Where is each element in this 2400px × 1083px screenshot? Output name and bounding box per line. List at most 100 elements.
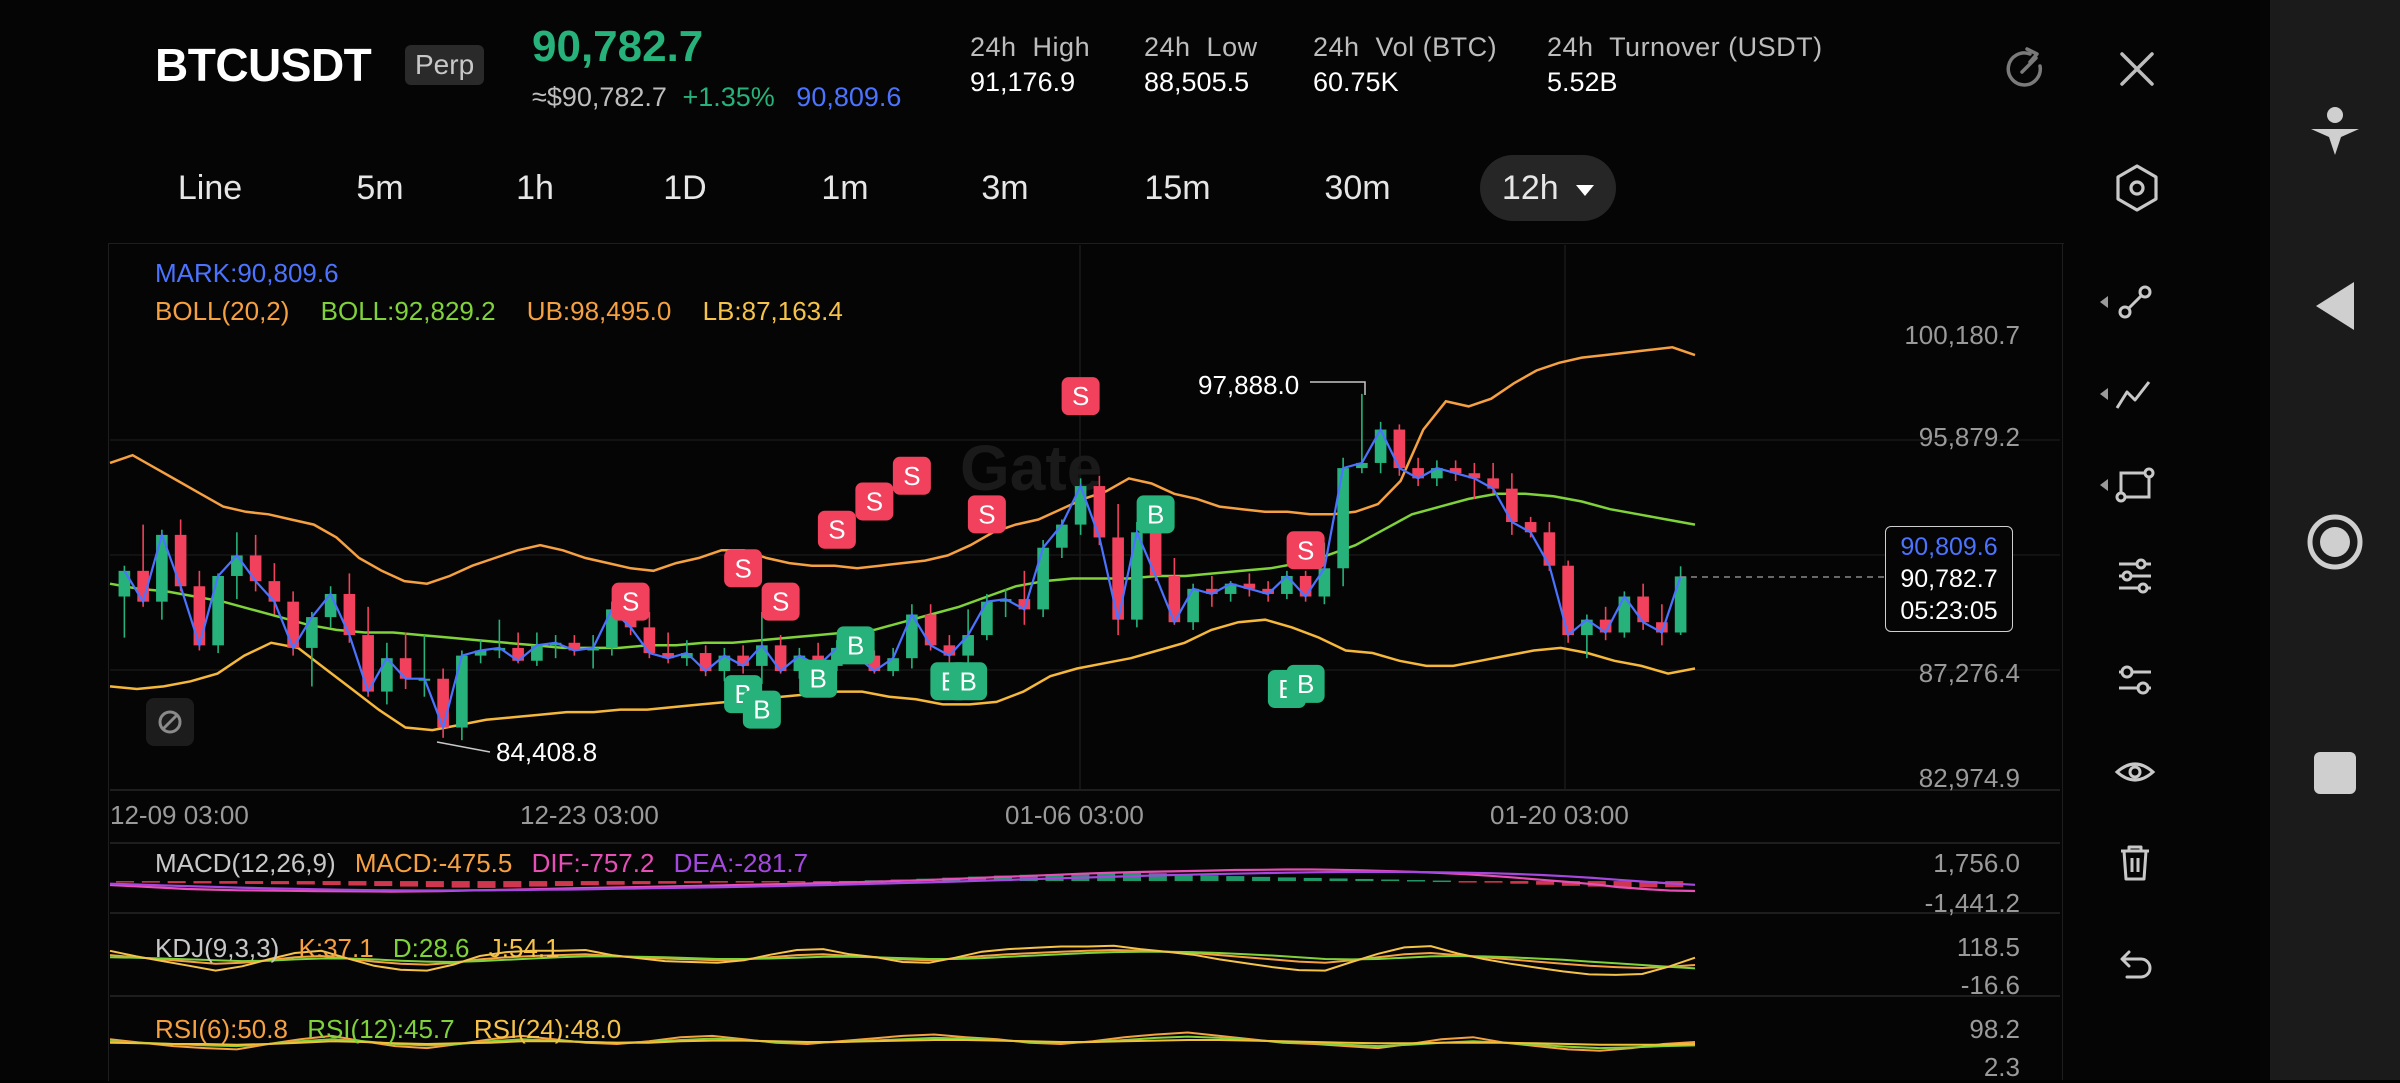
buy-signal-label: B	[809, 664, 826, 694]
candle-body	[1449, 468, 1462, 474]
macd-bar	[1381, 879, 1400, 882]
home-icon[interactable]	[2306, 513, 2364, 571]
candle-body	[306, 617, 318, 648]
sell-signal: S	[817, 510, 856, 549]
macd-value: MACD:-475.5	[354, 848, 513, 878]
stat-label: 24h Low	[1144, 32, 1258, 62]
sell-signal-bg	[724, 549, 763, 588]
delete-button[interactable]	[2080, 833, 2190, 893]
sell-signal-label: S	[622, 587, 639, 617]
settings-sliders-icon	[2119, 558, 2151, 594]
macd-bar	[709, 881, 728, 883]
sell-signal-label: S	[866, 486, 883, 516]
macd-bar	[1148, 873, 1167, 882]
buy-signal-bg	[949, 662, 988, 701]
timeframe-1h[interactable]: 1h	[516, 169, 554, 207]
timeframe-30m[interactable]: 30m	[1324, 169, 1391, 207]
macd-bar	[684, 881, 703, 884]
drawing-toggle-icon[interactable]	[146, 698, 194, 746]
macd-bar	[193, 881, 212, 884]
stat-24h-turnover: 24h Turnover (USDT) 5.52B	[1547, 32, 1823, 98]
undo-button[interactable]	[2080, 935, 2190, 995]
timeframe-15m[interactable]: 15m	[1144, 169, 1211, 207]
candle-body	[999, 599, 1012, 602]
link-tool-button[interactable]	[2080, 272, 2190, 332]
candle-body	[362, 635, 374, 692]
macd-bar	[400, 881, 419, 887]
bollinger-bands	[109, 346, 1696, 732]
ub-value: UB:98,495.0	[526, 296, 672, 326]
sell-signal: S	[761, 582, 800, 621]
kdj-tick: -16.6	[1960, 970, 2020, 1000]
contract-badge: Perp	[405, 45, 485, 85]
hexagon-settings-icon[interactable]	[2112, 160, 2162, 216]
mark-price-line	[123, 381, 1682, 753]
macd-bar	[554, 881, 574, 887]
expand-left-icon	[2100, 296, 2108, 308]
candle-body	[1056, 524, 1068, 548]
candle-body	[1393, 429, 1406, 469]
macd-bar	[606, 881, 625, 885]
macd-bar	[1484, 881, 1503, 883]
candle-body	[887, 658, 899, 672]
accessibility-icon[interactable]	[2303, 105, 2367, 165]
timeframe-1m[interactable]: 1m	[821, 169, 869, 207]
rsi12-value: RSI(12):45.7	[307, 1014, 455, 1044]
candle-body	[1524, 522, 1537, 533]
candle-body	[1506, 488, 1518, 523]
middle-band-line	[109, 492, 1696, 650]
price-tag-countdown: 05:23:05	[1900, 597, 1998, 625]
dea-value: DEA:-281.7	[673, 848, 809, 878]
macd-tick: 1,756.0	[1933, 848, 2020, 878]
candle-body	[1074, 486, 1087, 525]
main-price-chart[interactable]: Gate SSSSSSSSSBBBBBBBBB	[0, 0, 2270, 1080]
buy-signal-label: B	[1147, 499, 1164, 529]
candle-body	[1599, 619, 1612, 633]
macd-bar	[1613, 881, 1632, 888]
indicator-sliders-button[interactable]	[2080, 650, 2190, 710]
candle-body	[1149, 532, 1162, 576]
macd-bar	[477, 881, 496, 888]
recents-icon[interactable]	[2314, 752, 2356, 794]
sell-signal-bg	[611, 582, 650, 621]
rsi-tick: 98.2	[1969, 1014, 2020, 1044]
rectangle-tool-button[interactable]	[2080, 455, 2190, 515]
candle-body	[924, 614, 937, 646]
timeframe-line[interactable]: Line	[177, 169, 243, 207]
price-tag-last: 90,782.7	[1900, 565, 1998, 593]
kdj-legend: KDJ(9,3,3) K:37.1 D:28.6 J:54.1	[155, 933, 560, 964]
price-tag-mark: 90,809.6	[1900, 533, 1998, 561]
candle-body	[249, 555, 262, 582]
macd-bar	[219, 881, 238, 884]
stat-value: 88,505.5	[1144, 67, 1250, 97]
back-icon[interactable]	[2310, 278, 2360, 334]
last-price: 90,782.7	[532, 22, 704, 71]
buy-signal-bg	[1136, 495, 1175, 534]
stat-label: 24h Vol (BTC)	[1313, 32, 1498, 62]
macd-bar	[141, 881, 160, 883]
sell-signal-label: S	[772, 587, 789, 617]
timeframe-3m[interactable]: 3m	[981, 169, 1029, 207]
timeframe-5m[interactable]: 5m	[356, 169, 404, 207]
timeframe-1d[interactable]: 1D	[663, 169, 707, 207]
visibility-button[interactable]	[2080, 742, 2190, 802]
macd-bar	[529, 881, 548, 887]
macd-bar	[245, 881, 264, 884]
price-tick: 95,879.2	[1918, 422, 2020, 452]
settings-sliders-button[interactable]	[2080, 546, 2190, 606]
chart-frame[interactable]	[108, 243, 2064, 1081]
close-icon[interactable]	[2112, 44, 2162, 94]
symbol-title[interactable]: BTCUSDT	[155, 39, 372, 91]
change-percent: +1.35%	[682, 82, 775, 112]
refresh-icon[interactable]	[2000, 44, 2050, 94]
candle-body	[1618, 596, 1631, 633]
stat-value: 60.75K	[1313, 67, 1399, 97]
stat-24h-low: 24h Low 88,505.5	[1144, 32, 1258, 98]
sell-signal-label: S	[903, 461, 920, 491]
trend-line-tool-button[interactable]	[2080, 364, 2190, 424]
timeframe-12h[interactable]: 12h	[1480, 155, 1616, 221]
buy-signal-label: B	[959, 666, 976, 696]
candle-body	[587, 647, 599, 651]
sell-signal-label: S	[978, 499, 995, 529]
candle-body	[774, 645, 787, 672]
